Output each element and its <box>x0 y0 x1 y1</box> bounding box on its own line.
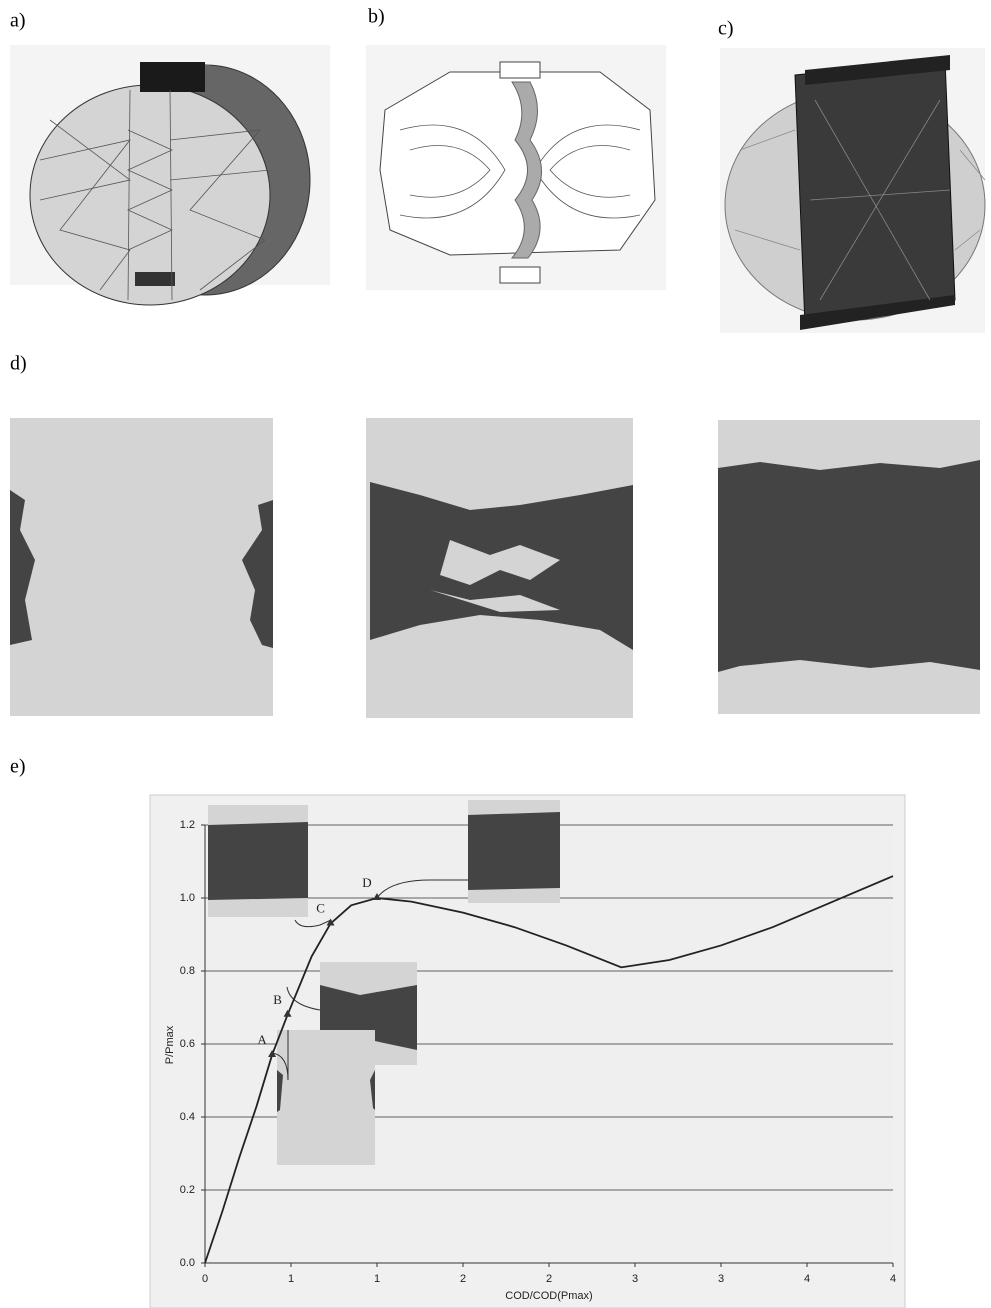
x-tick-label: 1 <box>288 1273 294 1285</box>
point-label: D <box>362 875 371 890</box>
panel-label: e) <box>10 756 26 778</box>
x-tick-label: 3 <box>632 1273 638 1285</box>
panel-label: c) <box>718 18 734 40</box>
damage-map <box>10 418 273 716</box>
figure-canvas: a) b) c) d) e) <box>0 0 991 1308</box>
figure: a) b) c) d) e) <box>0 0 991 1308</box>
y-tick-label: 0.6 <box>180 1038 195 1050</box>
x-tick-label: 4 <box>890 1273 896 1285</box>
mesh-cylinder-refined <box>720 48 985 333</box>
y-tick-label: 0.2 <box>180 1184 195 1196</box>
y-tick-label: 1.2 <box>180 819 195 831</box>
x-axis-title: COD/COD(Pmax) <box>505 1290 592 1302</box>
panel-label: a) <box>10 10 26 32</box>
panel-label: b) <box>368 6 385 28</box>
inset <box>272 1030 375 1165</box>
damage-map <box>718 420 980 714</box>
point-label: C <box>316 901 325 916</box>
point-label: B <box>273 992 282 1007</box>
point-label: A <box>257 1032 267 1047</box>
x-tick-label: 2 <box>546 1273 552 1285</box>
x-tick-label: 2 <box>460 1273 466 1285</box>
y-tick-label: 0.0 <box>180 1257 195 1269</box>
x-tick-label: 1 <box>374 1273 380 1285</box>
x-tick-label: 3 <box>718 1273 724 1285</box>
damage-map <box>366 418 633 718</box>
y-axis-title: P/Pmax <box>164 1025 176 1064</box>
x-tick-label: 0 <box>202 1273 208 1285</box>
y-tick-label: 1.0 <box>180 892 195 904</box>
y-tick-label: 0.4 <box>180 1111 195 1123</box>
x-tick-label: 4 <box>804 1273 810 1285</box>
panel-label: d) <box>10 353 27 375</box>
y-tick-label: 0.8 <box>180 965 195 977</box>
mesh-cylinder <box>10 45 330 305</box>
contour-plot <box>366 45 666 290</box>
